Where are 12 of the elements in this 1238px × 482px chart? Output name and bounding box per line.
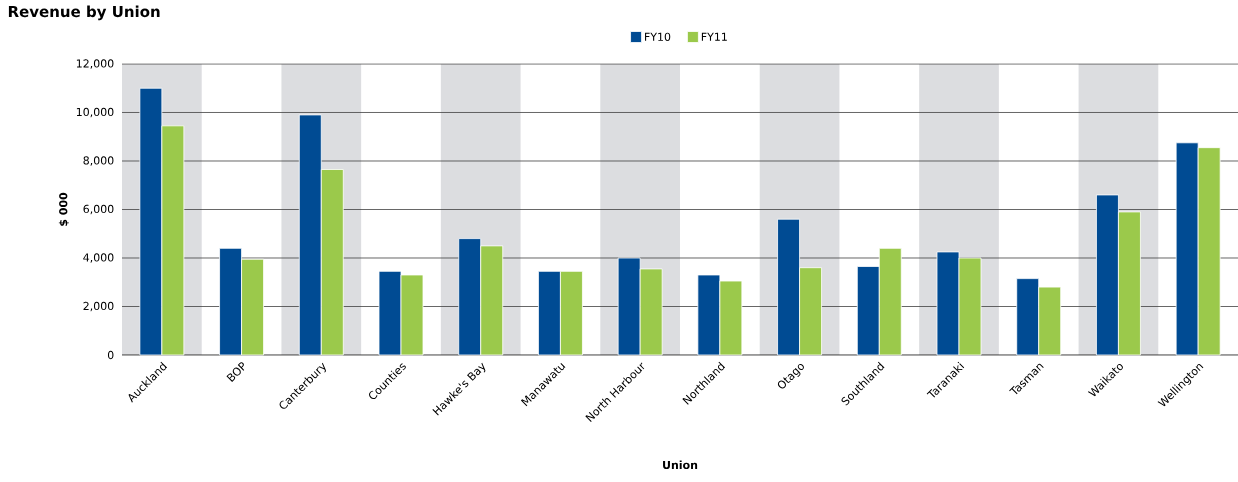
x-axis-title: Union <box>663 460 698 470</box>
y-tick-label: 8,000 <box>83 156 114 166</box>
legend-label: FY10 <box>645 32 671 41</box>
y-tick-label: 10,000 <box>76 107 114 118</box>
y-tick-label: 2,000 <box>83 301 114 312</box>
y-tick-label: 12,000 <box>76 59 114 69</box>
chart-title: Revenue by Union <box>8 5 160 21</box>
y-tick-label: 0 <box>107 350 114 360</box>
y-axis-title: $ 000 <box>58 192 69 226</box>
y-tick-label: 6,000 <box>83 204 114 215</box>
legend-label: FY11 <box>701 32 727 41</box>
y-tick-label: 4,000 <box>83 253 114 263</box>
